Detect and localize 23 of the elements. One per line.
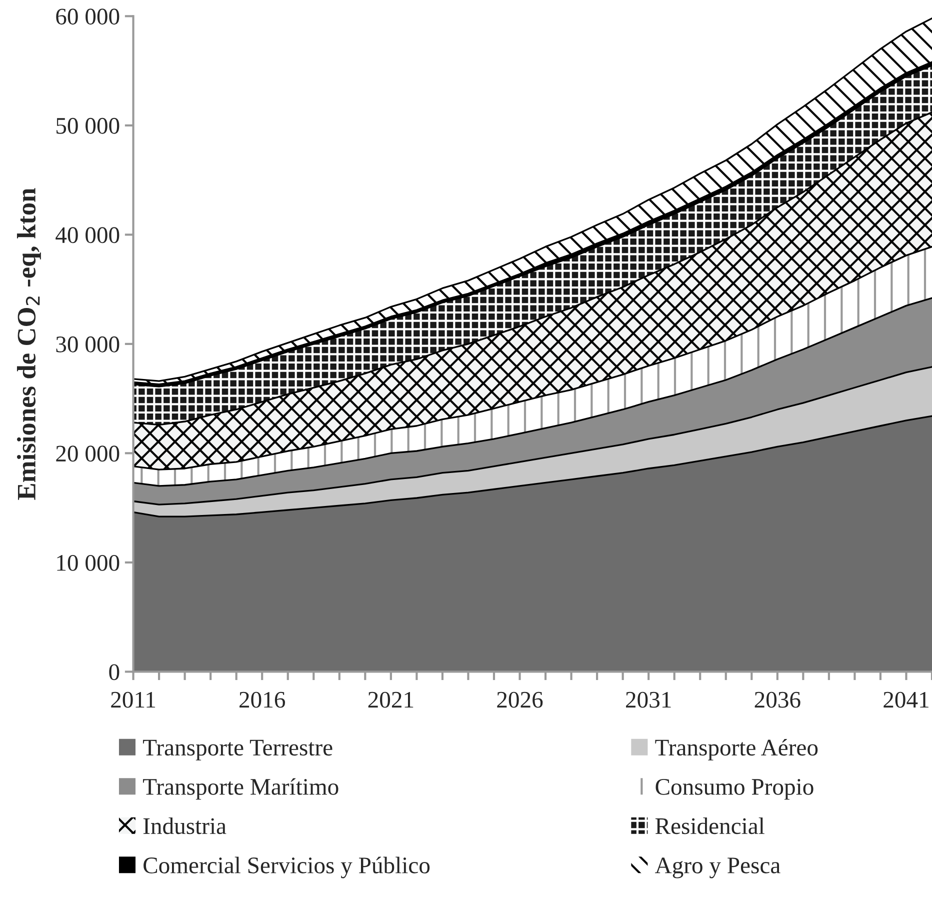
x-tick-label: 2021 bbox=[368, 692, 414, 708]
x-tick-label: 2036 bbox=[754, 692, 800, 708]
y-tick-label: 40 000 bbox=[56, 227, 120, 244]
y-tick-label: 0 bbox=[109, 664, 120, 680]
legend-label: Agro y Pesca bbox=[655, 858, 780, 878]
legend-label: Consumo Propio bbox=[656, 779, 814, 800]
legend-label: Comercial Servicios y Público bbox=[144, 856, 430, 878]
legend-label: Transporte Marítimo bbox=[143, 778, 338, 800]
y-tick-label: 50 000 bbox=[56, 118, 120, 134]
y-tick-label: 30 000 bbox=[56, 336, 120, 352]
legend-label: Industria bbox=[143, 818, 226, 834]
legend-label: Transporte Aéreo bbox=[655, 738, 818, 760]
x-tick-label: 2031 bbox=[626, 692, 671, 708]
x-tick-label: 2011 bbox=[111, 692, 156, 708]
x-tick-label: 2041 bbox=[884, 692, 928, 708]
legend-label: Residencial bbox=[655, 818, 764, 834]
x-tick-label: 2016 bbox=[240, 692, 286, 708]
legend-label: Transporte Terrestre bbox=[143, 740, 332, 760]
y-tick-label: 60 000 bbox=[56, 8, 120, 25]
x-tick-label: 2026 bbox=[497, 692, 543, 708]
y-tick-label: 20 000 bbox=[56, 446, 120, 462]
y-tick-label: 10 000 bbox=[57, 554, 120, 571]
y-axis-title: Emisiones de CO$_{2}$ -eq, kton bbox=[16, 188, 41, 500]
